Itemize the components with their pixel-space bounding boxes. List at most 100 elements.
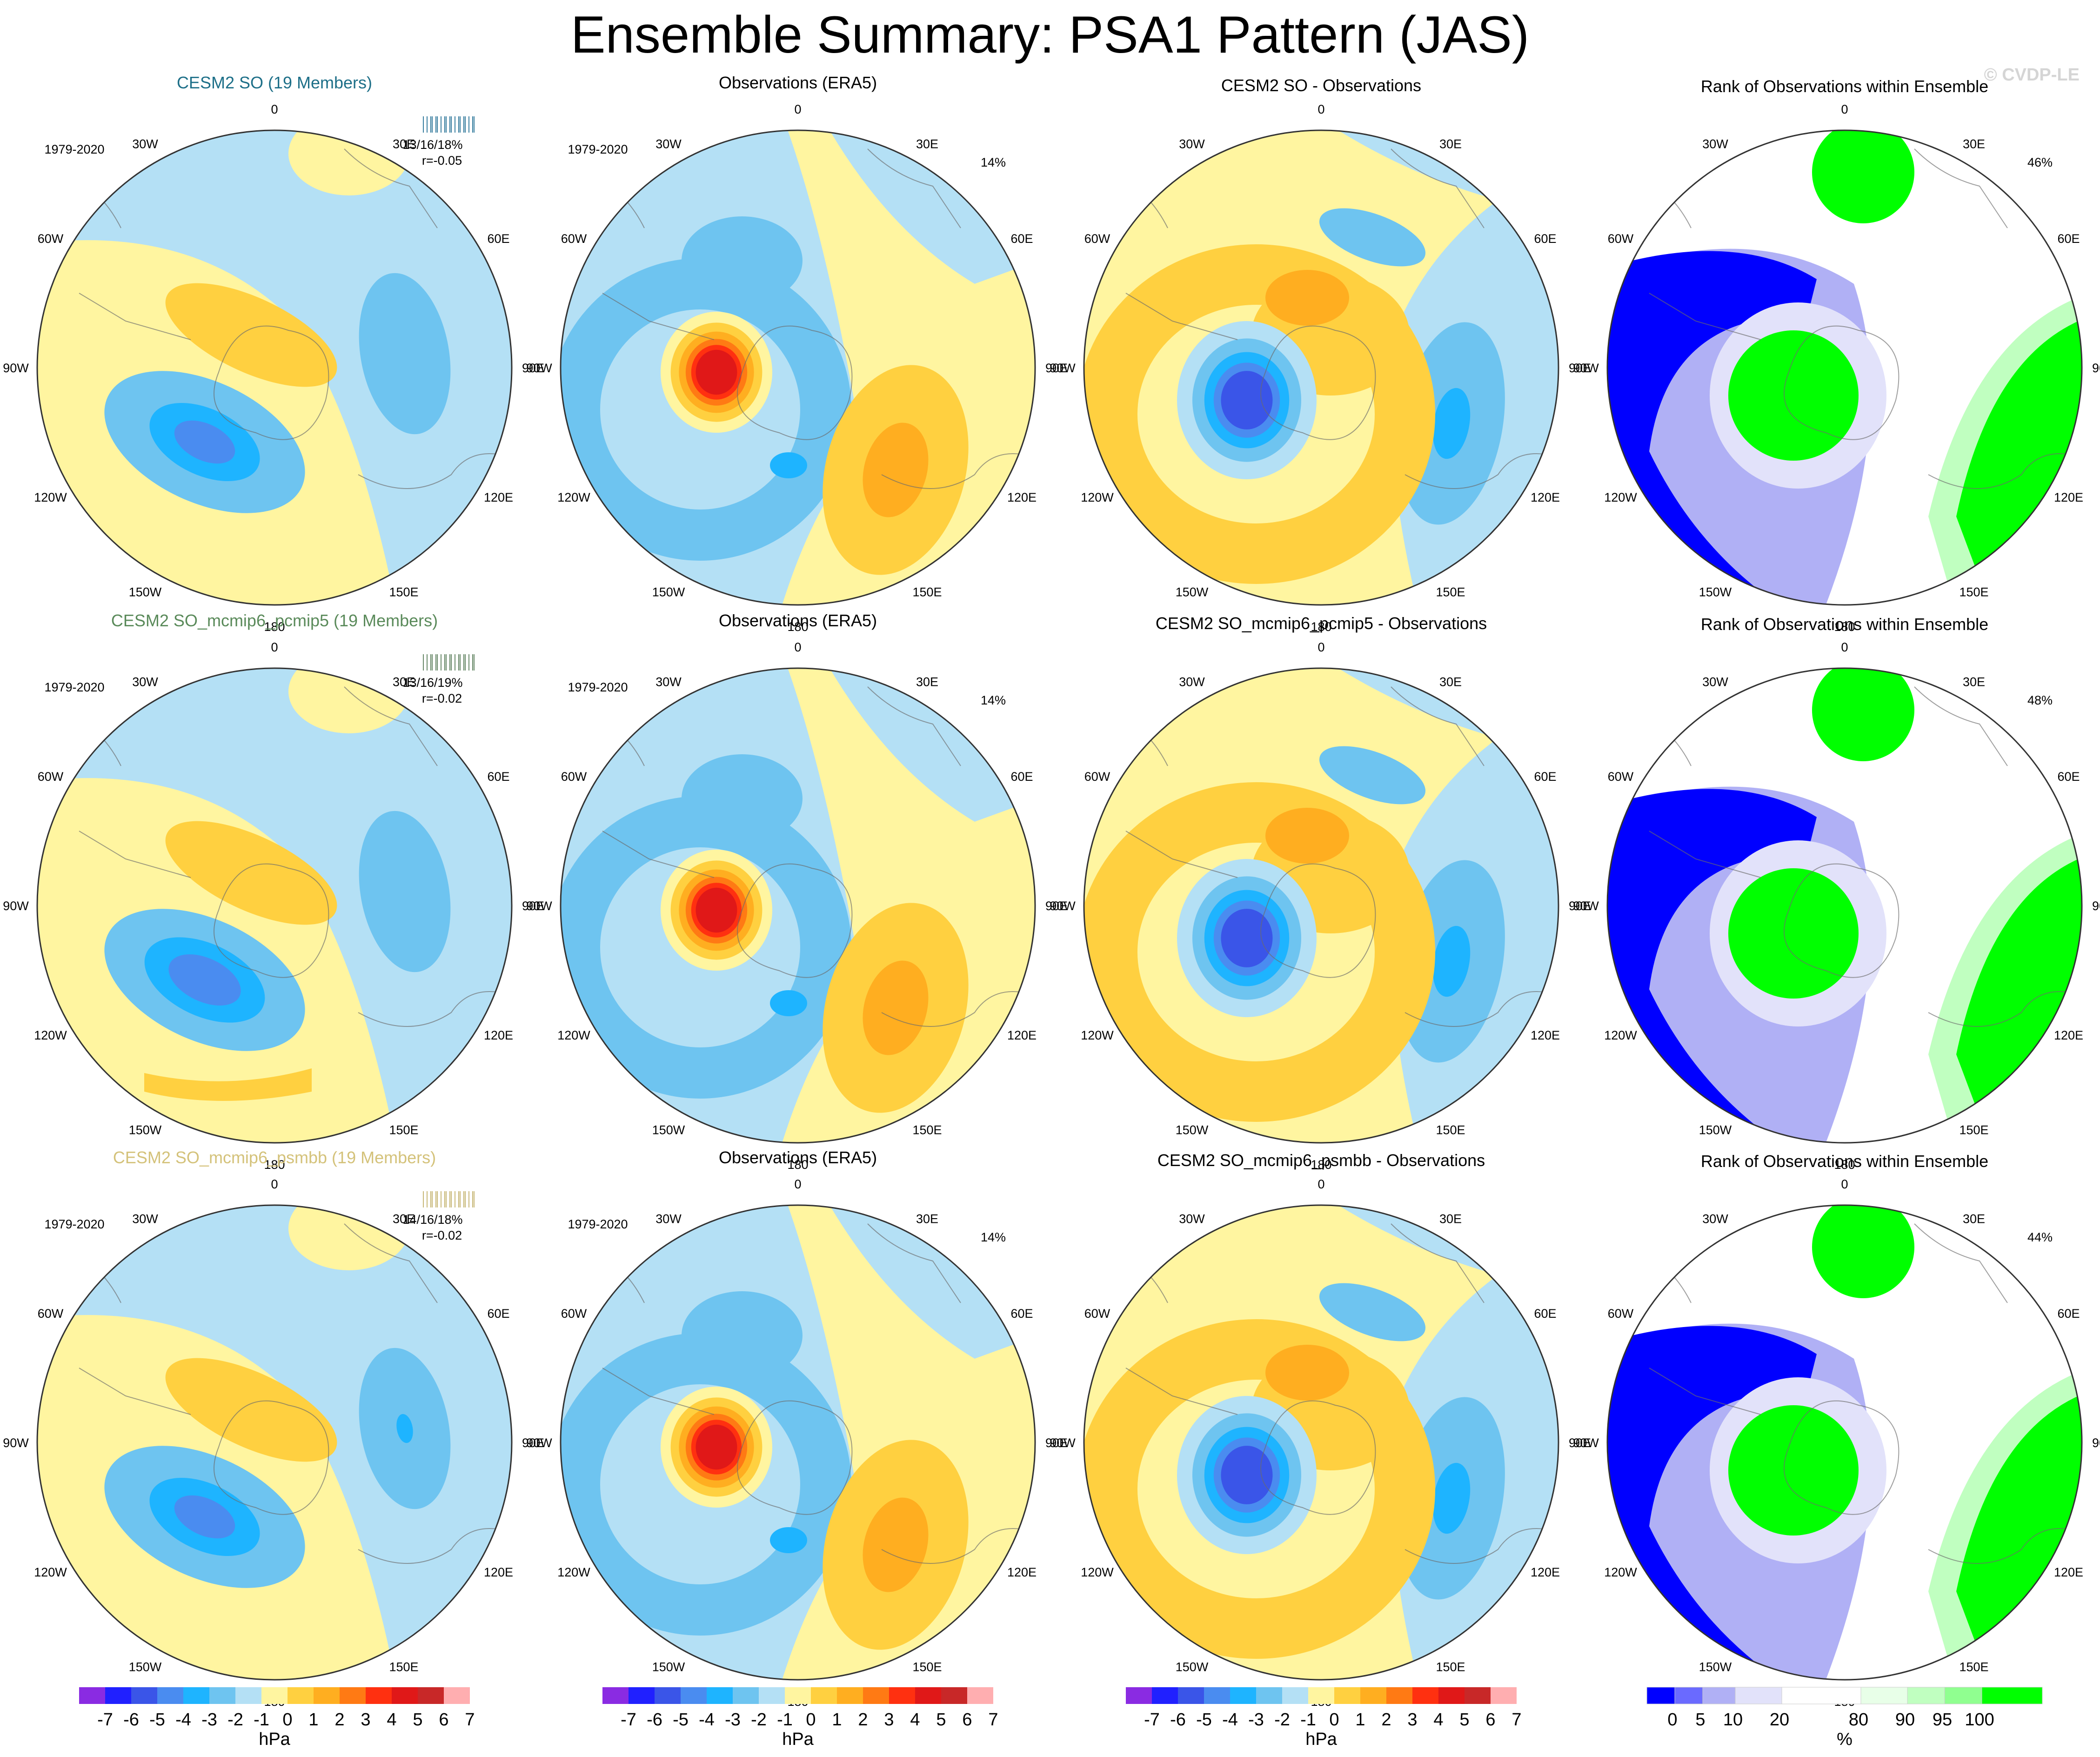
colorbar-hpa-3: -7 -6 -5 -4 -3 -2 -1 0 1 2 3 4 5 6 7 hPa <box>1126 1687 1522 1749</box>
colorbar-swatch <box>1308 1687 1334 1704</box>
colorbar-tick-label: -5 <box>1196 1710 1212 1730</box>
longitude-label-0: 0 <box>794 640 801 654</box>
polar-map-model-1: 0 30E 60E 90E 120E 150E 180 150W 120W 90W 60W 30W <box>3 640 544 1172</box>
colorbar-swatch <box>1230 1687 1256 1704</box>
colorbar-swatch <box>941 1687 967 1704</box>
antarctica-coastline <box>1260 325 1376 440</box>
longitude-label-120e: 120E <box>1531 490 1560 504</box>
longitude-label-150e: 150E <box>1959 585 1988 599</box>
longitude-label-30w: 30W <box>1179 1212 1205 1226</box>
longitude-label-0: 0 <box>1841 640 1848 654</box>
colorbar-tick-label: -1 <box>777 1710 793 1730</box>
longitude-label-150w: 150W <box>1699 1660 1732 1674</box>
colorbar-swatch <box>131 1687 157 1704</box>
longitude-label-30w: 30W <box>1702 675 1728 689</box>
longitude-label-120e: 120E <box>484 1565 513 1579</box>
longitude-label-90w: 90W <box>1050 1436 1076 1450</box>
colorbar-tick-label: 5 <box>413 1710 422 1730</box>
longitude-label-60e: 60E <box>1010 1307 1033 1321</box>
longitude-label-120w: 120W <box>1604 1565 1637 1579</box>
longitude-label-90e: 90E <box>2092 1436 2100 1450</box>
model-stats: 13/16/19% <box>402 676 462 690</box>
colorbar-swatch <box>1860 1687 1908 1704</box>
diff-panel-title: CESM2 SO - Observations <box>1221 76 1421 95</box>
longitude-label-150e: 150E <box>389 585 418 599</box>
rank-band-high <box>1728 1405 1859 1536</box>
colorbar-swatch <box>1646 1687 1675 1704</box>
longitude-label-90w: 90W <box>1573 1436 1599 1450</box>
map-border <box>560 129 1036 606</box>
colorbar-swatch <box>1981 1687 2043 1704</box>
australia-coastline <box>1404 991 1554 1027</box>
colorbar-swatch <box>759 1687 785 1704</box>
contour-band <box>1432 388 1471 459</box>
longitude-label-90e: 90E <box>1045 361 1068 375</box>
colorbar-swatch <box>1907 1687 1945 1704</box>
longitude-label-30w: 30W <box>132 675 158 689</box>
antarctica-coastline <box>1784 863 1899 978</box>
colorbar-unit: hPa <box>782 1730 814 1749</box>
colorbar-swatch <box>209 1687 235 1704</box>
longitude-label-120e: 120E <box>484 1028 513 1042</box>
colorbar-swatch <box>1735 1687 1782 1704</box>
colorbar-tick-label: -6 <box>123 1710 139 1730</box>
obs-panel-title: Observations (ERA5) <box>719 1148 877 1167</box>
colorbar-swatch <box>1204 1687 1230 1704</box>
colorbar-swatch <box>418 1687 444 1704</box>
antarctica-coastline <box>1260 1400 1376 1515</box>
contour-band <box>682 754 803 843</box>
period-label: 1979-2020 <box>568 142 628 156</box>
contour-band <box>696 1424 737 1470</box>
colorbar-tick-label: -7 <box>621 1710 636 1730</box>
australia-coastline <box>1404 453 1554 489</box>
member-spread-ticks <box>423 1191 475 1207</box>
colorbar-swatch <box>629 1687 655 1704</box>
longitude-label-90w: 90W <box>526 1436 552 1450</box>
peninsula-coastline <box>1649 831 1761 878</box>
contour-band <box>165 283 337 387</box>
longitude-label-0: 0 <box>794 1177 801 1191</box>
colorbar-rank: 0 5 10 20 80 90 95 100% <box>1646 1687 2043 1749</box>
colorbar-tick-label: -4 <box>175 1710 191 1730</box>
colorbar-tick-label: -4 <box>699 1710 715 1730</box>
colorbar-swatch <box>444 1687 470 1704</box>
period-label: 1979-2020 <box>568 680 628 694</box>
map-field <box>561 130 1035 605</box>
antarctica-coastline <box>1784 325 1899 440</box>
longitude-label-180: 180 <box>787 1158 808 1172</box>
contour-band <box>396 1414 413 1443</box>
colorbar-swatch <box>1256 1687 1282 1704</box>
map-border <box>1083 1204 1559 1681</box>
longitude-label-120e: 120E <box>1007 1565 1037 1579</box>
africa-coastline <box>344 1223 438 1303</box>
colorbar-swatch <box>314 1687 340 1704</box>
contour-band <box>1221 371 1273 429</box>
longitude-label-30w: 30W <box>655 1212 682 1226</box>
colorbar-tick-label: 2 <box>334 1710 344 1730</box>
positive-core <box>1265 270 1349 326</box>
colorbar-tick-label: 10 <box>1723 1710 1743 1730</box>
longitude-label-60e: 60E <box>1534 770 1556 784</box>
longitude-label-120w: 120W <box>34 490 67 504</box>
colorbar-swatch <box>392 1687 418 1704</box>
rank-band-high <box>1812 1205 1914 1298</box>
map-border <box>1606 667 2083 1144</box>
colorbar-tick-label: 0 <box>1329 1710 1339 1730</box>
longitude-label-90w: 90W <box>526 899 552 913</box>
colorbar-swatch <box>655 1687 681 1704</box>
longitude-label-0: 0 <box>1318 1177 1324 1191</box>
longitude-label-30e: 30E <box>393 137 415 151</box>
longitude-label-90w: 90W <box>1050 899 1076 913</box>
longitude-label-30e: 30E <box>1439 675 1462 689</box>
obs-panel-title: Observations (ERA5) <box>719 611 877 630</box>
model-panel-title: CESM2 SO (19 Members) <box>177 73 372 92</box>
longitude-label-90w: 90W <box>1573 899 1599 913</box>
longitude-label-60e: 60E <box>1534 232 1556 246</box>
longitude-label-150e: 150E <box>912 585 942 599</box>
africa-coastline <box>344 686 438 766</box>
colorbar-unit: hPa <box>1305 1730 1337 1749</box>
map-border <box>560 667 1036 1144</box>
longitude-label-30e: 30E <box>1963 137 1985 151</box>
